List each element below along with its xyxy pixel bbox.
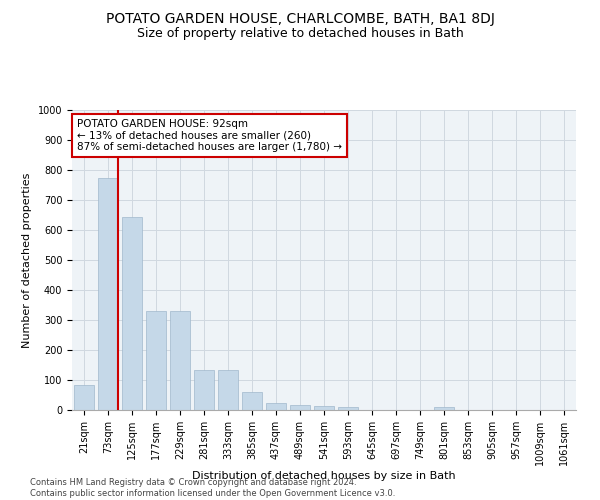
Bar: [218, 370, 238, 410]
Bar: [290, 404, 310, 410]
Text: Contains HM Land Registry data © Crown copyright and database right 2024.
Contai: Contains HM Land Registry data © Crown c…: [30, 478, 395, 498]
Bar: [122, 216, 142, 410]
Bar: [338, 408, 358, 410]
Text: POTATO GARDEN HOUSE: 92sqm
← 13% of detached houses are smaller (260)
87% of sem: POTATO GARDEN HOUSE: 92sqm ← 13% of deta…: [77, 119, 342, 152]
Bar: [74, 384, 94, 410]
Y-axis label: Number of detached properties: Number of detached properties: [22, 172, 32, 348]
Bar: [170, 311, 190, 410]
Bar: [242, 392, 262, 410]
Bar: [98, 178, 118, 410]
X-axis label: Distribution of detached houses by size in Bath: Distribution of detached houses by size …: [192, 470, 456, 480]
Text: POTATO GARDEN HOUSE, CHARLCOMBE, BATH, BA1 8DJ: POTATO GARDEN HOUSE, CHARLCOMBE, BATH, B…: [106, 12, 494, 26]
Text: Size of property relative to detached houses in Bath: Size of property relative to detached ho…: [137, 28, 463, 40]
Bar: [266, 402, 286, 410]
Bar: [146, 311, 166, 410]
Bar: [434, 407, 454, 410]
Bar: [194, 370, 214, 410]
Bar: [314, 406, 334, 410]
